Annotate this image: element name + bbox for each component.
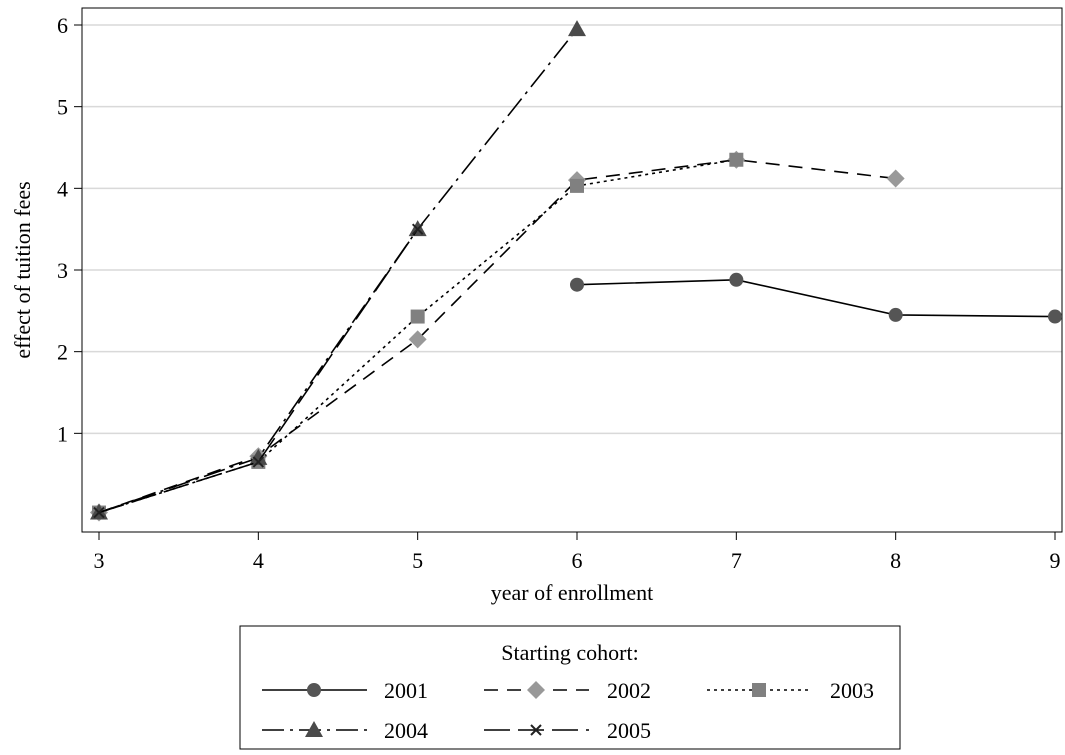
x-tick-label: 6: [572, 548, 583, 573]
legend-marker: [307, 683, 321, 697]
series-2001: [570, 272, 1062, 324]
legend-item-2005: 2005: [484, 718, 651, 743]
x-tick-label: 5: [412, 548, 423, 573]
y-tick-label: 6: [57, 13, 68, 38]
legend-box: [239, 625, 901, 750]
legend-item-2001: 2001: [262, 678, 428, 703]
legend-item-2003: 2003: [707, 678, 874, 703]
x-tick-label: 8: [890, 548, 901, 573]
x-tick-label: 9: [1050, 548, 1061, 573]
x-tick-label: 7: [731, 548, 742, 573]
legend-label: 2003: [830, 678, 874, 703]
legend-marker: [752, 683, 766, 697]
grid-lines: [82, 24, 1062, 435]
data-point: [411, 223, 424, 235]
legend-items: 2001 2002 2003 2004 2005: [262, 678, 874, 743]
data-point: [729, 152, 744, 167]
y-tick-label: 4: [57, 176, 68, 201]
legend-marker: [527, 681, 545, 699]
series-line: [98, 228, 419, 514]
data-point: [93, 506, 105, 519]
y-tick-label: 5: [57, 95, 68, 120]
legend-item-2002: 2002: [484, 678, 651, 703]
legend-marker: [305, 721, 323, 737]
x-tick-label: 4: [253, 548, 264, 573]
y-tick-label: 1: [57, 421, 68, 446]
legend-label: 2004: [384, 718, 428, 743]
y-axis: 1 2 3 4 5 6: [57, 13, 82, 446]
data-point: [568, 20, 586, 37]
data-point: [570, 277, 584, 292]
legend-label: 2001: [384, 678, 428, 703]
series-line: [98, 28, 578, 514]
legend-marker: [530, 724, 542, 736]
data-point: [252, 456, 265, 468]
series-2002: [90, 150, 905, 522]
data-point: [886, 169, 905, 188]
legend-item-2004: 2004: [262, 718, 428, 743]
data-point: [410, 309, 425, 324]
legend-title: Starting cohort:: [501, 640, 638, 665]
y-tick-label: 3: [57, 258, 68, 283]
x-tick-label: 3: [94, 548, 105, 573]
x-axis: 3 4 5 6 7 8 9: [94, 532, 1061, 573]
y-tick-label: 2: [57, 340, 68, 365]
series-2005: [93, 223, 424, 519]
series-line: [576, 278, 1056, 318]
data-point: [729, 272, 744, 287]
data-point: [888, 307, 903, 322]
legend: Starting cohort: 2001 2002 2003 2004 2005: [239, 625, 901, 750]
data-point: [408, 330, 427, 349]
data-point: [570, 178, 584, 193]
legend-label: 2002: [607, 678, 651, 703]
series-layer: [90, 20, 1062, 522]
series-line: [98, 158, 896, 514]
data-point: [249, 448, 268, 465]
legend-label: 2005: [607, 718, 651, 743]
data-point: [1048, 309, 1062, 324]
y-axis-label: effect of tuition fees: [10, 181, 35, 358]
x-axis-label: year of enrollment: [491, 580, 654, 605]
